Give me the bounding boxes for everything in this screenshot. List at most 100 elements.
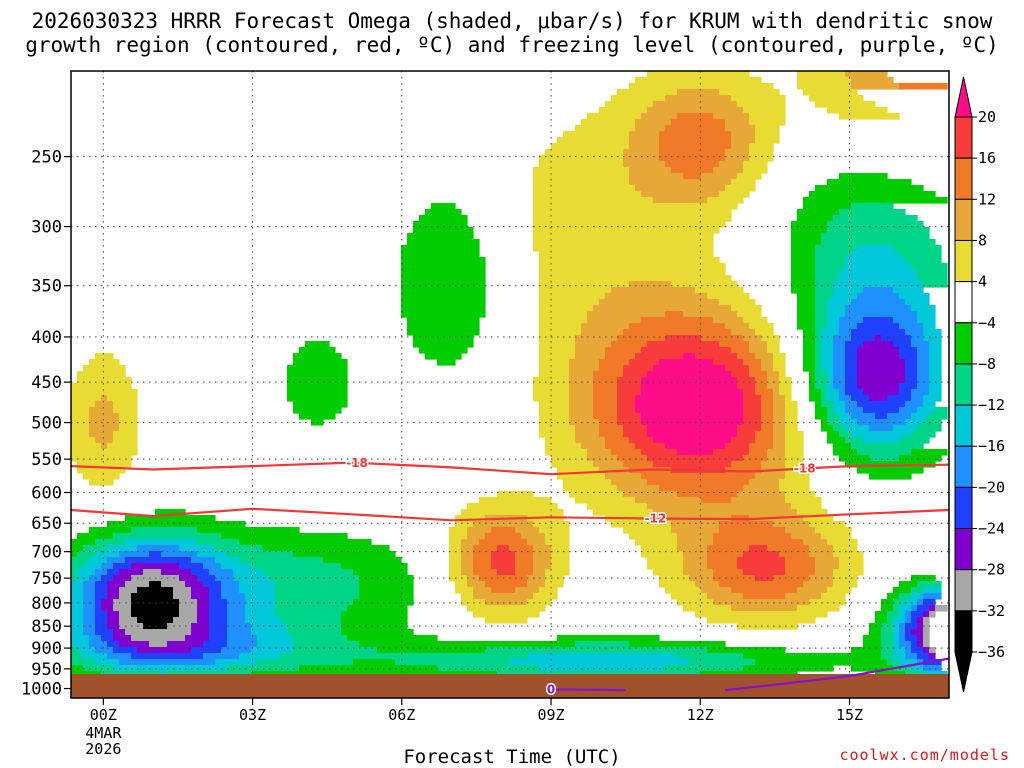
- omega-cell: [83, 653, 108, 660]
- omega-cell: [509, 545, 534, 552]
- omega-cell: [275, 611, 342, 618]
- omega-cell: [539, 407, 570, 414]
- omega-cell: [581, 329, 624, 336]
- omega-cell: [803, 359, 816, 366]
- omega-cell: [269, 575, 360, 582]
- omega-cell: [929, 605, 936, 612]
- omega-cell: [785, 563, 816, 570]
- omega-cell: [71, 539, 96, 546]
- omega-cell: [827, 389, 840, 396]
- omega-cell: [821, 395, 828, 402]
- omega-cell: [221, 533, 348, 540]
- omega-cell: [485, 599, 528, 606]
- omega-cell: [203, 563, 222, 570]
- omega-cell: [887, 659, 900, 666]
- omega-cell: [227, 629, 252, 636]
- omega-cell: [665, 125, 726, 132]
- omega-cell: [785, 461, 804, 468]
- omega-cell: [89, 635, 102, 642]
- omega-cell: [683, 563, 708, 570]
- omega-cell: [905, 377, 918, 384]
- omega-cell: [635, 401, 744, 408]
- omega-cell: [599, 359, 630, 366]
- omega-cell: [701, 335, 744, 342]
- omega-cell: [107, 593, 120, 600]
- omega-cell: [911, 449, 948, 456]
- omega-cell: [71, 641, 90, 648]
- omega-cell: [131, 527, 198, 534]
- omega-cell: [911, 605, 918, 612]
- omega-cell: [659, 359, 714, 366]
- omega-cell: [539, 305, 594, 312]
- omega-cell: [191, 629, 210, 636]
- omega-cell: [107, 443, 138, 450]
- omega-cell: [659, 131, 732, 138]
- omega-cell: [713, 317, 744, 324]
- omega-cell: [821, 233, 930, 240]
- omega-cell: [485, 533, 522, 540]
- omega-cell: [773, 407, 786, 414]
- omega-cell: [545, 443, 582, 450]
- omega-cell: [731, 371, 750, 378]
- omega-cell: [635, 539, 678, 546]
- colorbar-swatch: [954, 404, 973, 447]
- colorbar-swatch: [954, 569, 973, 612]
- colorbar: 20 16 12 8 4 −4 −8 −12 −16 −20 −24 −28 −32 −36: [954, 76, 1005, 693]
- omega-cell: [197, 605, 210, 612]
- omega-cell: [533, 377, 570, 384]
- omega-cell: [605, 353, 636, 360]
- omega-cell: [287, 371, 348, 378]
- omega-cell: [857, 323, 900, 330]
- omega-cell: [401, 311, 486, 318]
- omega-cell: [725, 149, 750, 156]
- omega-cell: [869, 629, 882, 636]
- omega-cell: [839, 209, 906, 216]
- omega-cell: [821, 329, 840, 336]
- omega-cell: [785, 425, 798, 432]
- y-tick-label: 950: [31, 660, 62, 680]
- colorbar-label: −16: [978, 437, 1005, 455]
- omega-cell: [659, 137, 732, 144]
- omega-cell: [833, 215, 918, 222]
- omega-cell: [851, 83, 900, 90]
- omega-cell: [245, 605, 276, 612]
- omega-cell: [857, 467, 924, 474]
- omega-cell: [755, 431, 774, 438]
- omega-cell: [71, 395, 102, 402]
- omega-cell: [905, 299, 930, 306]
- omega-cell: [593, 413, 618, 420]
- omega-cell: [539, 323, 582, 330]
- omega-cell: [785, 401, 798, 408]
- omega-cell: [227, 605, 246, 612]
- omega-cell: [629, 173, 684, 180]
- omega-cell: [923, 419, 942, 426]
- omega-cell: [587, 503, 648, 510]
- omega-cell: [785, 437, 804, 444]
- omega-cell: [203, 653, 240, 660]
- omega-cell: [665, 335, 702, 342]
- omega-cell: [485, 581, 528, 588]
- omega-cell: [815, 245, 858, 252]
- omega-cell: [119, 419, 138, 426]
- omega-cell: [623, 371, 648, 378]
- omega-cell: [539, 251, 714, 258]
- omega-cell: [533, 215, 732, 222]
- omega-cell: [761, 425, 774, 432]
- omega-cell: [557, 467, 600, 474]
- omega-cell: [665, 587, 702, 594]
- omega-cell: [449, 545, 462, 552]
- omega-cell: [803, 197, 948, 204]
- omega-cell: [239, 581, 276, 588]
- x-tick-sublabel: 2026: [85, 740, 121, 758]
- colorbar-label: −36: [978, 643, 1005, 661]
- omega-cell: [797, 83, 852, 90]
- omega-cell: [95, 551, 120, 558]
- omega-cell: [815, 185, 924, 192]
- omega-cell: [659, 149, 726, 156]
- omega-cell: [473, 521, 534, 528]
- omega-cell: [899, 407, 918, 414]
- omega-cell: [845, 401, 858, 408]
- omega-cell: [263, 569, 354, 576]
- omega-cell: [563, 479, 612, 486]
- omega-cell: [791, 263, 816, 270]
